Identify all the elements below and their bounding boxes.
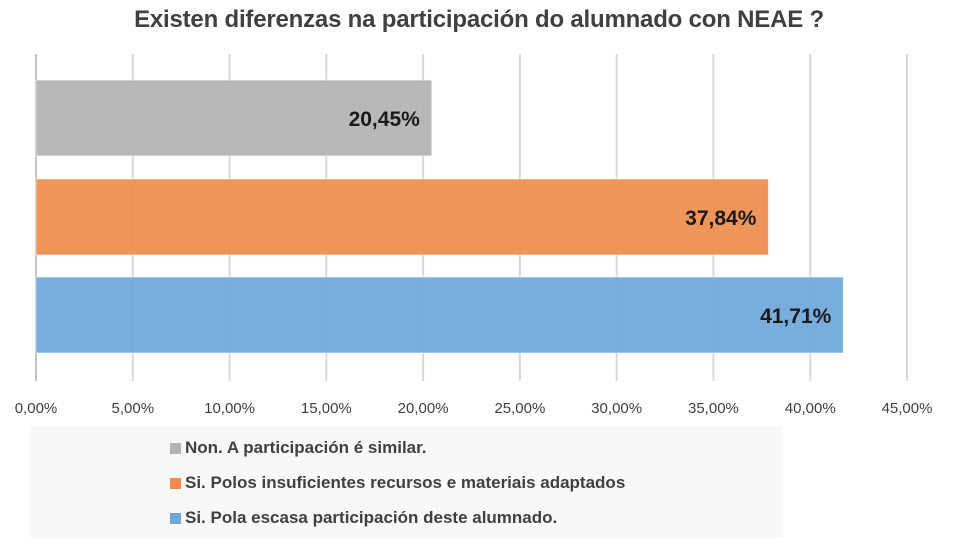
x-tick-label: 35,00% [688,400,739,417]
bar [35,276,844,354]
x-tick-label: 10,00% [204,400,255,417]
bar [35,178,769,256]
plot-area: 20,45% 37,84% 41,71% 0,00% 5,00% 10,00% 15,00… [15,54,933,417]
data-label: 37,84% [685,207,757,230]
legend-item-recursos: Si. Polos insuficientes recursos e mater… [170,471,625,495]
x-tick-label: 45,00% [882,400,933,417]
legend-swatch-orange [170,477,181,489]
bars [35,79,844,354]
data-label: 41,71% [760,305,832,328]
x-tick-label: 0,00% [15,400,58,417]
chart-title: Existen diferenzas na participación do a… [134,6,824,33]
x-tick-label: 40,00% [785,400,836,417]
legend-item-escasa: Si. Pola escasa participación deste alum… [170,506,557,530]
bar [35,79,433,157]
x-tick-label: 30,00% [591,400,642,417]
legend-label: Si. Polos insuficientes recursos e mater… [185,473,626,492]
data-label: 20,45% [349,108,421,131]
x-axis-ticks: 0,00% 5,00% 10,00% 15,00% 20,00% 25,00% 30,00%… [15,400,933,417]
legend: Non. A participación é similar. Si. Polo… [30,426,782,538]
legend-label: Non. A participación é similar. [185,438,427,457]
x-tick-label: 20,00% [398,400,449,417]
data-labels: 20,45% 37,84% 41,71% [349,108,832,328]
x-tick-label: 5,00% [112,400,155,417]
legend-swatch-blue [170,512,181,524]
legend-swatch-gray [170,442,181,454]
x-tick-label: 15,00% [301,400,352,417]
x-tick-label: 25,00% [494,400,545,417]
legend-label: Si. Pola escasa participación deste alum… [185,508,558,527]
legend-item-non-similar: Non. A participación é similar. [170,436,427,460]
